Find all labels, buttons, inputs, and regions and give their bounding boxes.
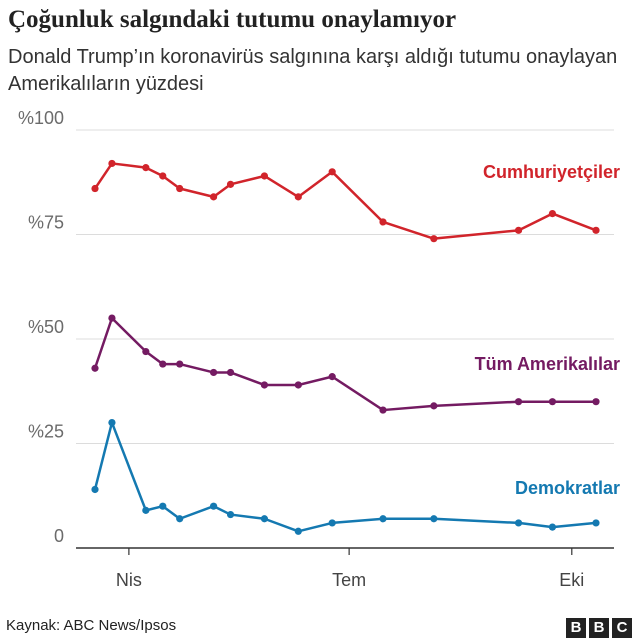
- chart-title: Çoğunluk salgındaki tutumu onaylamıyor: [8, 6, 457, 33]
- data-point: [430, 402, 438, 410]
- data-point: [209, 193, 218, 201]
- data-point: [108, 419, 116, 427]
- data-point: [548, 523, 557, 531]
- data-point: [328, 373, 336, 381]
- y-tick-label: %75: [28, 213, 64, 233]
- series-line: [93, 421, 598, 533]
- data-point: [159, 502, 167, 510]
- data-point: [514, 519, 523, 527]
- logo-letter: C: [612, 618, 632, 638]
- series-label: Demokratlar: [515, 478, 620, 498]
- line-chart: 0 %25 %50 %75 %100 Nis Tem Eki Cumhuriyetçiler Tü…: [18, 108, 620, 590]
- data-point: [294, 381, 302, 389]
- data-point: [226, 180, 235, 188]
- data-point: [294, 527, 302, 535]
- bbc-logo: B B C: [566, 618, 632, 638]
- data-point: [260, 172, 269, 180]
- data-point: [592, 398, 600, 406]
- data-point: [328, 519, 336, 527]
- x-tick-label: Nis: [116, 570, 142, 590]
- chart-subtitle: Donald Trump’ın koronavirüs salgınına ka…: [8, 46, 618, 95]
- data-point: [209, 502, 218, 510]
- data-point: [430, 235, 438, 243]
- source-note: Kaynak: ABC News/Ipsos: [6, 617, 177, 634]
- data-point: [91, 184, 99, 193]
- data-point: [592, 519, 600, 527]
- data-point: [159, 172, 167, 180]
- data-point: [260, 515, 269, 523]
- data-point: [294, 193, 302, 201]
- data-point: [209, 368, 218, 377]
- data-point: [159, 360, 167, 368]
- x-tick-label: Eki: [559, 570, 584, 590]
- data-point: [430, 515, 438, 523]
- series-Tüm Amerikalılar: [91, 314, 600, 414]
- y-tick-label: %100: [18, 108, 64, 128]
- data-point: [379, 406, 387, 414]
- data-point: [91, 364, 99, 372]
- logo-letter: B: [566, 618, 586, 638]
- data-point: [548, 398, 557, 406]
- data-point: [260, 381, 269, 389]
- logo-letter: B: [589, 618, 609, 638]
- data-point: [226, 368, 235, 377]
- y-tick-label: 0: [54, 526, 64, 546]
- data-point: [176, 515, 184, 523]
- footer: Kaynak: ABC News/Ipsos B B C: [0, 608, 640, 640]
- data-point: [548, 210, 557, 218]
- data-point: [328, 168, 336, 176]
- data-point: [226, 510, 235, 519]
- data-point: [379, 218, 387, 226]
- data-point: [176, 360, 184, 368]
- x-tick-label: Tem: [332, 570, 366, 590]
- series-Cumhuriyetçiler: [91, 159, 600, 243]
- series-label: Tüm Amerikalılar: [475, 354, 620, 374]
- series-Demokratlar: [91, 419, 600, 535]
- data-point: [379, 515, 387, 523]
- y-tick-label: %50: [28, 317, 64, 337]
- data-point: [142, 347, 150, 356]
- data-point: [592, 226, 600, 234]
- series-label: Cumhuriyetçiler: [483, 162, 620, 182]
- data-point: [91, 485, 99, 494]
- data-point: [514, 398, 523, 406]
- data-point: [142, 506, 150, 514]
- y-tick-label: %25: [28, 422, 64, 442]
- data-point: [142, 164, 150, 172]
- data-point: [108, 314, 116, 322]
- data-point: [108, 159, 116, 168]
- data-point: [514, 226, 523, 234]
- data-point: [176, 184, 184, 193]
